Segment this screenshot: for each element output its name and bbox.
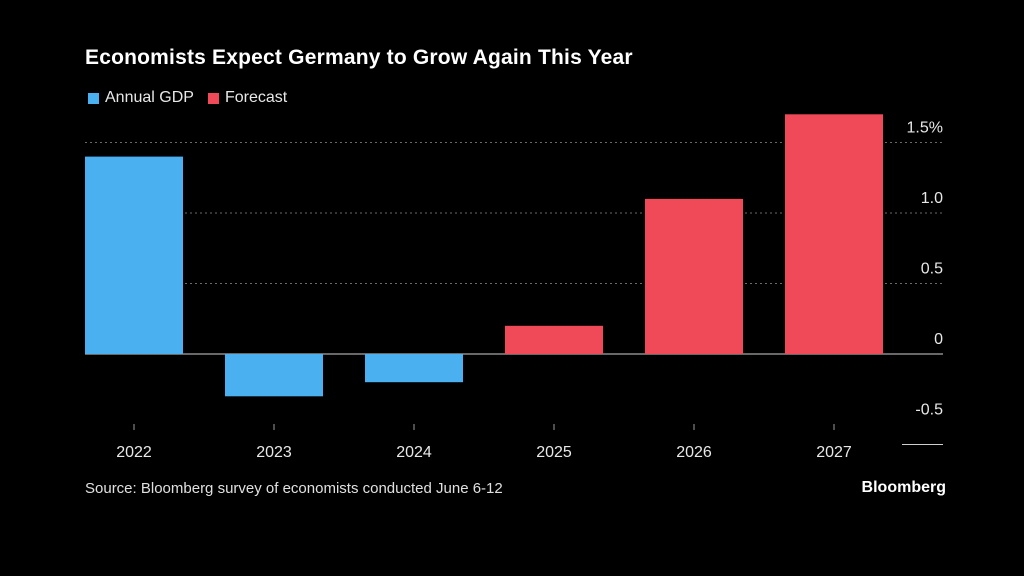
legend-label-annual-gdp: Annual GDP <box>105 89 194 106</box>
bar-forecast-2027 <box>785 114 883 354</box>
bar-forecast-2025 <box>505 325 603 354</box>
bar-annual-gdp-2024 <box>365 354 463 383</box>
chart-title: Economists Expect Germany to Grow Again … <box>85 46 633 69</box>
x-tick-label: 2025 <box>536 444 572 461</box>
bar-annual-gdp-2023 <box>225 354 323 397</box>
x-tick-label: 2023 <box>256 444 292 461</box>
x-tick-label: 2022 <box>116 444 152 461</box>
legend-item-annual-gdp: Annual GDP <box>88 89 194 107</box>
y-tick-label: 1.0 <box>921 190 943 207</box>
y-tick-label: 0 <box>934 331 943 348</box>
y-tick-label: -0.5 <box>915 402 943 419</box>
legend-swatch-annual-gdp <box>88 92 99 104</box>
bar-annual-gdp-2022 <box>85 156 183 354</box>
legend-label-forecast: Forecast <box>224 89 288 106</box>
x-tick-label: 2026 <box>676 444 712 461</box>
legend-swatch-forecast <box>207 92 219 104</box>
bloomberg-logo: Bloomberg <box>861 479 946 496</box>
legend-item-forecast: Forecast <box>207 89 288 107</box>
bar-forecast-2026 <box>645 198 743 354</box>
y-tick-label: 0.5 <box>921 261 943 278</box>
x-tick-label: 2027 <box>816 444 852 461</box>
x-tick-label: 2024 <box>396 444 432 461</box>
source-note: Source: Bloomberg survey of economists c… <box>85 480 503 497</box>
legend: Annual GDP Forecast <box>88 89 301 107</box>
y-tick-label: 1.5% <box>907 120 943 137</box>
